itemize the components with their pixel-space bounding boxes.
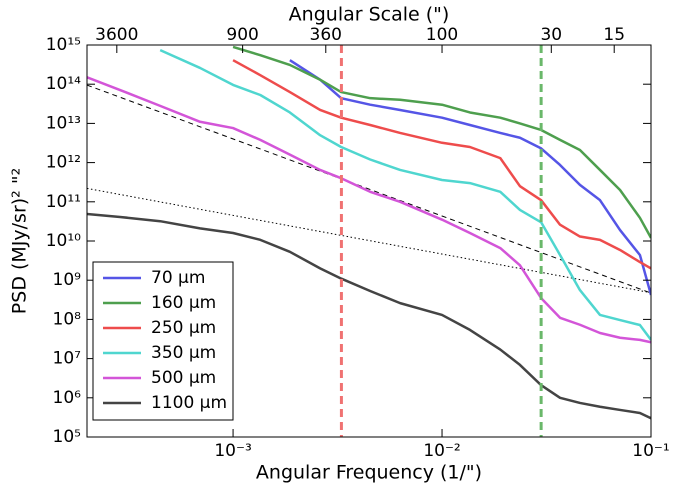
x2-tick-label: 3600 bbox=[95, 25, 138, 45]
y-tick-label: 10¹⁴ bbox=[46, 74, 81, 94]
x-axis-label: Angular Frequency (1/") bbox=[256, 462, 482, 484]
y-tick-label: 10⁵ bbox=[53, 427, 81, 447]
series-line bbox=[87, 76, 651, 344]
legend-box bbox=[92, 261, 234, 421]
y-axis-label: PSD (MJy/sr)² "² bbox=[9, 168, 31, 314]
y-tick-label: 10⁸ bbox=[53, 309, 82, 329]
series-line bbox=[87, 212, 651, 420]
legend-label: 160 μm bbox=[151, 293, 216, 313]
y-tick-label: 10¹⁰ bbox=[46, 231, 81, 251]
x2-tick-label: 15 bbox=[603, 25, 625, 45]
plot-area bbox=[87, 45, 651, 437]
legend-label: 350 μm bbox=[151, 343, 216, 363]
y-tick-label: 10⁹ bbox=[53, 270, 82, 290]
reference-line bbox=[87, 84, 651, 294]
series-line bbox=[232, 59, 651, 270]
x-tick-label: 10⁻³ bbox=[214, 441, 251, 461]
y-tick-label: 10⁷ bbox=[53, 349, 82, 369]
y-tick-label: 10⁶ bbox=[53, 388, 82, 408]
x-tick-label: 10⁻¹ bbox=[632, 441, 669, 461]
y-tick-label: 10¹¹ bbox=[46, 192, 81, 212]
series-line bbox=[159, 48, 651, 341]
legend-label: 70 μm bbox=[151, 268, 205, 288]
chart-title: Angular Scale (") bbox=[289, 4, 450, 26]
x-tick-label: 10⁻² bbox=[423, 441, 460, 461]
x2-tick-label: 900 bbox=[226, 25, 258, 45]
x2-tick-label: 30 bbox=[540, 25, 562, 45]
x2-tick-label: 360 bbox=[310, 25, 342, 45]
x2-tick-label: 100 bbox=[426, 25, 458, 45]
y-tick-label: 10¹³ bbox=[46, 113, 81, 133]
legend-label: 500 μm bbox=[151, 368, 216, 388]
legend-label: 1100 μm bbox=[151, 393, 227, 413]
series-line bbox=[232, 45, 651, 239]
legend-label: 250 μm bbox=[151, 318, 216, 338]
series-line bbox=[289, 59, 651, 296]
y-tick-label: 10¹⁵ bbox=[46, 35, 81, 55]
y-tick-label: 10¹² bbox=[46, 153, 81, 173]
